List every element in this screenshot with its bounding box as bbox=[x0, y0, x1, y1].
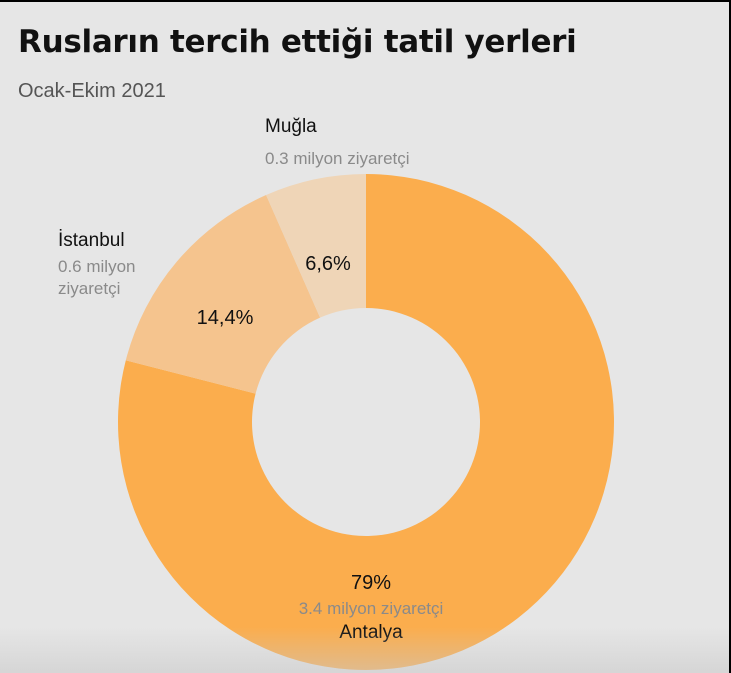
donut-slice-mugla bbox=[266, 174, 366, 318]
slice-visitors-antalya: 3.4 milyon ziyaretçi bbox=[299, 599, 444, 618]
slice-percent-antalya: 79% bbox=[351, 572, 391, 594]
chart-title: Rusların tercih ettiği tatil yerleri bbox=[18, 24, 577, 60]
donut-slices bbox=[117, 174, 615, 670]
slice-name-antalya: Antalya bbox=[339, 622, 403, 643]
chart-subtitle: Ocak-Ekim 2021 bbox=[18, 80, 166, 102]
slice-percent-mugla: 6,6% bbox=[305, 253, 351, 275]
slice-name-mugla: Muğla bbox=[265, 116, 317, 137]
slice-visitors-mugla: 0.3 milyon ziyaretçi bbox=[265, 149, 410, 168]
slice-name-istanbul: İstanbul bbox=[58, 230, 125, 251]
donut-slice-istanbul bbox=[125, 195, 321, 394]
slice-visitors-istanbul-line2: ziyaretçi bbox=[58, 279, 120, 298]
donut-slice-antalya bbox=[117, 174, 615, 670]
slice-visitors-istanbul-line1: 0.6 milyon bbox=[58, 257, 135, 276]
slice-percent-istanbul: 14,4% bbox=[197, 307, 254, 329]
